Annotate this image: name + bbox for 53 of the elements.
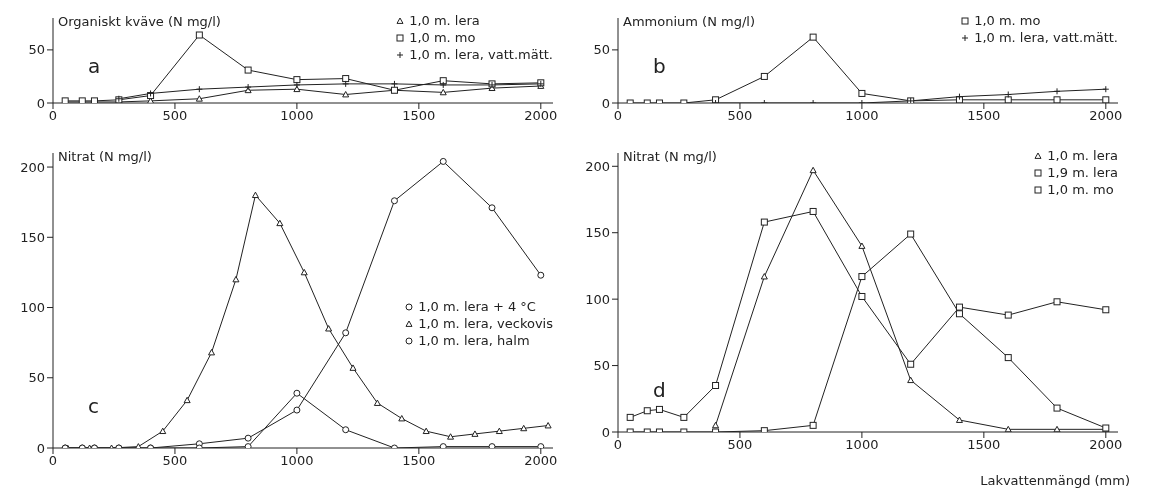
legend-label: 1,0 m. lera xyxy=(409,12,480,29)
x-tick-label: 500 xyxy=(162,453,188,469)
legend-label: 1,0 m. lera, vatt.mätt. xyxy=(974,29,1118,46)
x-tick-label: 500 xyxy=(162,108,188,124)
legend-label: 1,0 m. lera + 4 °C xyxy=(418,298,536,316)
x-tick-label: 1000 xyxy=(845,108,879,124)
legend-label: 1,0 m. mo xyxy=(1047,181,1114,198)
x-tick-label: 1000 xyxy=(280,453,314,469)
x-tick-label: 1500 xyxy=(402,108,436,124)
y-axis-title: Nitrat (N mg/l) xyxy=(58,149,152,164)
legend-label: 1,0 m. mo xyxy=(409,29,476,46)
y-tick-label: 50 xyxy=(593,42,610,58)
legend-label: 1,0 m. lera, veckovis xyxy=(418,315,553,333)
annotation: b xyxy=(653,54,666,78)
x-tick-label: 1000 xyxy=(845,437,879,453)
x-tick-label: 1500 xyxy=(402,453,436,469)
x-tick-label: 500 xyxy=(727,108,753,124)
x-tick-label: 1500 xyxy=(967,108,1001,124)
y-tick-label: 50 xyxy=(28,370,45,386)
legend-label: 1,0 m. lera, halm xyxy=(418,332,530,350)
y-tick-label: 200 xyxy=(585,158,610,174)
y-tick-label: 100 xyxy=(585,291,610,307)
annotation: a xyxy=(88,54,101,78)
x-axis-title: Lakvattenmängd (mm) xyxy=(980,473,1130,488)
x-tick-label: 0 xyxy=(613,437,623,453)
legend-label: 1,0 m. mo xyxy=(974,12,1041,29)
x-tick-label: 2000 xyxy=(1089,437,1123,453)
y-tick-label: 200 xyxy=(20,159,45,175)
x-tick-label: 0 xyxy=(48,108,58,124)
x-tick-label: 2000 xyxy=(1089,108,1123,124)
legend-label: 1,0 m. lera xyxy=(1047,147,1118,164)
annotation: c xyxy=(88,394,99,418)
y-tick-label: 50 xyxy=(593,358,610,374)
x-tick-label: 2000 xyxy=(524,108,558,124)
y-tick-label: 50 xyxy=(28,42,45,58)
legend-label: 1,0 m. lera, vatt.mätt. xyxy=(409,46,553,63)
x-tick-label: 1500 xyxy=(967,437,1001,453)
x-tick-label: 0 xyxy=(613,108,623,124)
x-tick-label: 2000 xyxy=(524,453,558,469)
y-axis-title: Ammonium (N mg/l) xyxy=(623,14,755,29)
x-tick-label: 500 xyxy=(727,437,753,453)
y-axis-title: Organiskt kväve (N mg/l) xyxy=(58,14,221,29)
x-tick-label: 1000 xyxy=(280,108,314,124)
y-tick-label: 100 xyxy=(20,300,45,316)
y-axis-title: Nitrat (N mg/l) xyxy=(623,149,717,164)
y-tick-label: 150 xyxy=(585,225,610,241)
y-tick-label: 0 xyxy=(36,95,45,111)
y-tick-label: 150 xyxy=(20,229,45,245)
y-tick-label: 0 xyxy=(601,424,610,440)
x-tick-label: 0 xyxy=(48,453,58,469)
y-tick-label: 0 xyxy=(601,95,610,111)
legend-label: 1,9 m. lera xyxy=(1047,164,1118,181)
annotation: d xyxy=(653,378,666,402)
